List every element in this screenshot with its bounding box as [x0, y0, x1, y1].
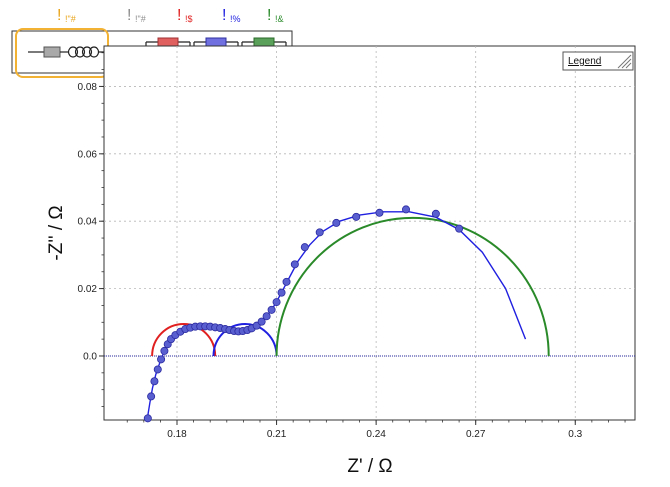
x-tick-label: 0.24	[366, 429, 386, 440]
data-point[interactable]	[375, 208, 384, 217]
data-point[interactable]	[332, 218, 341, 227]
y-axis-ticks: 0.0 0.02 0.04 0.06 0.08	[78, 52, 104, 407]
data-point[interactable]	[153, 365, 162, 374]
data-point[interactable]	[277, 288, 286, 297]
element-label-sub: !"#	[135, 14, 146, 24]
grid-lines	[104, 46, 635, 420]
data-point[interactable]	[257, 317, 266, 326]
data-point[interactable]	[455, 224, 464, 233]
data-point[interactable]	[431, 209, 440, 218]
y-tick-label: 0.04	[78, 217, 98, 228]
data-point[interactable]	[143, 414, 152, 423]
y-axis-title: -Z'' / Ω	[46, 205, 67, 260]
element-label-mark: !	[222, 7, 226, 24]
x-tick-label: 0.21	[267, 429, 287, 440]
element-label-sub: !%	[230, 14, 241, 24]
data-point[interactable]	[402, 205, 411, 214]
plot-area	[103, 45, 636, 421]
x-tick-label: 0.18	[167, 429, 187, 440]
y-tick-label: 0.08	[78, 82, 98, 93]
element-arc	[151, 323, 217, 356]
element-label-sub: !&	[275, 14, 284, 24]
data-point[interactable]	[272, 298, 281, 307]
element-label-sub: !$	[185, 14, 193, 24]
resistor-element[interactable]	[43, 46, 61, 58]
data-point[interactable]	[150, 377, 159, 386]
inductor-element[interactable]	[67, 46, 100, 58]
y-tick-label: 0.0	[83, 351, 97, 362]
element-arc	[275, 216, 550, 356]
data-point[interactable]	[352, 212, 361, 221]
y-tick-label: 0.06	[78, 149, 98, 160]
data-point[interactable]	[267, 305, 276, 314]
legend-label: Legend	[568, 56, 601, 67]
element-label-sub: !"#	[65, 14, 76, 24]
data-point[interactable]	[147, 392, 156, 401]
data-point[interactable]	[262, 312, 271, 321]
x-tick-label: 0.3	[568, 429, 582, 440]
resize-grip-icon	[617, 54, 632, 69]
element-label-mark: !	[177, 7, 181, 24]
legend-button[interactable]: Legend	[562, 51, 634, 71]
measured-points[interactable]	[143, 205, 464, 423]
data-point[interactable]	[290, 260, 299, 269]
x-axis-ticks: 0.18 0.21 0.24 0.27 0.3	[126, 420, 626, 440]
data-point[interactable]	[300, 243, 309, 252]
x-tick-label: 0.27	[466, 429, 486, 440]
element-label-mark: !	[57, 7, 61, 24]
element-label-mark: !	[127, 7, 131, 24]
data-point[interactable]	[315, 228, 324, 237]
data-point[interactable]	[157, 355, 166, 364]
element-arcs	[151, 216, 550, 356]
x-axis-title: Z' / Ω	[347, 456, 392, 477]
circuit-element-labels: ! !"#! !"#! !$!!%! !&	[57, 7, 284, 24]
y-tick-label: 0.02	[78, 284, 98, 295]
element-label-mark: !	[267, 7, 271, 24]
data-point[interactable]	[160, 346, 169, 355]
data-point[interactable]	[282, 277, 291, 286]
element-arc	[212, 323, 278, 356]
